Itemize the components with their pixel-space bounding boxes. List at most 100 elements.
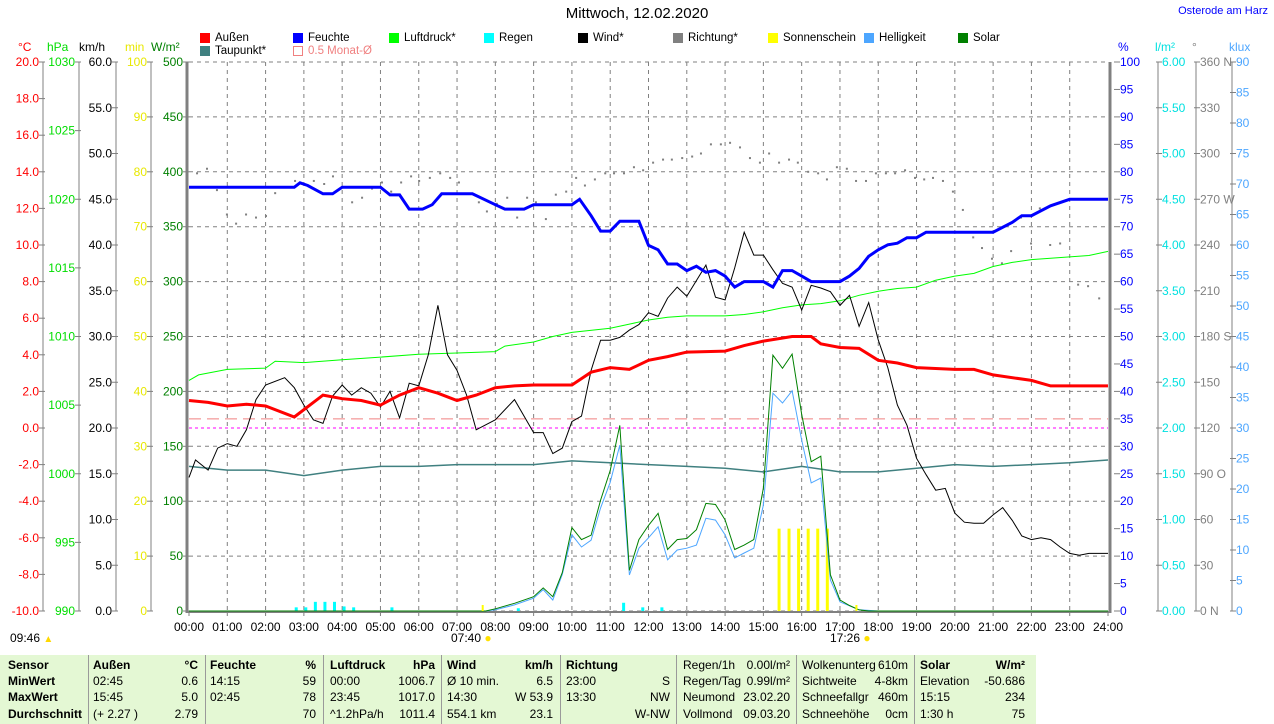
axis-label-wind: 25.0 [89,375,113,389]
sunset-label: 17:26 [830,631,861,645]
chart-title: Mittwoch, 12.02.2020 [565,5,709,22]
axis-label-humidity: 65 [1120,247,1134,261]
sunrise-icon: ● [484,631,492,645]
axis-label-temp: 8.0 [22,275,39,289]
axis-label-temp: 18.0 [16,92,40,106]
legend-item: Sonnenschein [768,32,856,44]
axis-label-rain: 4.00 [1162,238,1186,252]
x-tick-label: 03:00 [289,620,319,634]
axis-label-brightness: 65 [1236,208,1250,222]
series-außen [188,335,1108,419]
legend-label: Luftdruck* [404,32,456,44]
axis-label-pressure: 990 [55,604,75,618]
table-header-unit: % [305,658,316,672]
direction-point [894,172,897,175]
axis-label-pressure: 1015 [48,261,75,275]
direction-point [652,161,655,164]
x-tick-label: 15:00 [748,620,778,634]
table-separator [560,655,561,724]
axis-label-brightness: 0 [1236,604,1243,618]
direction-point [235,222,238,225]
direction-point [331,175,334,178]
axis-unit-temp: °C [18,40,32,54]
x-tick-label: 04:00 [327,620,357,634]
direction-point [923,178,926,181]
x-tick-label: 09:00 [519,620,549,634]
table-separator [441,655,442,724]
table-value: 4-8km [874,674,908,688]
table-value: 78 [302,690,316,704]
table-cell: 14:30 [447,690,478,704]
table-value: 09.03.20 [743,707,790,721]
table-separator [914,655,915,724]
direction-point [390,190,393,193]
axis-label-direction: 150 [1200,375,1220,389]
direction-point [485,210,488,213]
axis-label-pressure: 1000 [48,467,75,481]
sunset: 17:26 ● [830,631,871,645]
table-value: 460m [877,690,908,704]
axis-label-temp: 10.0 [16,238,40,252]
axis-label-wind: 60.0 [89,55,113,69]
table-cell: 02:45 [210,690,241,704]
table-cell: Elevation [920,674,970,688]
axis-label-sunshine: 70 [134,220,148,234]
legend-label: Feuchte [308,32,350,44]
axis-label-humidity: 100 [1120,55,1140,69]
direction-point [904,169,907,172]
sunrise: 07:40 ● [451,631,492,645]
direction-point [670,158,673,161]
table-value: 1011.4 [399,707,435,721]
axis-label-wind: 5.0 [95,558,112,572]
direction-point [961,208,964,211]
direction-point [1059,242,1062,245]
direction-point [1049,244,1052,246]
table-header-unit: 0.00l/m² [746,658,790,672]
x-tick-label: 01:00 [212,620,242,634]
axis-unit-sunshine: min [125,40,145,54]
legend-item: Helligkeit [864,32,926,44]
table-separator [796,655,797,724]
table-value: 2.79 [174,707,198,721]
direction-point [506,196,509,199]
table-cell: 554.1 km [447,707,497,721]
direction-point [294,179,297,182]
axis-label-brightness: 55 [1236,269,1250,283]
axis-label-humidity: 30 [1120,439,1134,453]
axis-label-temp: 2.0 [22,384,39,398]
table-value: 6.5 [536,674,553,688]
axis-label-temp: 4.0 [22,348,39,362]
table-value: 23.02.20 [743,690,790,704]
station-link[interactable]: Osterode am Harz [1178,5,1268,17]
axis-label-humidity: 60 [1120,275,1134,289]
legend-item: Außen [200,32,249,44]
axis-label-rain: 1.50 [1162,467,1186,481]
table-value: W 53.9 [514,690,553,704]
axis-label-wind: 40.0 [89,238,113,252]
legend-item: Wind* [578,32,624,44]
direction-point [361,196,364,199]
axis-label-sunshine: 50 [134,330,148,344]
direction-point [739,146,742,149]
axis-label-temp: 0.0 [22,421,39,435]
direction-point [748,157,751,160]
axis-label-humidity: 25 [1120,467,1134,481]
statistics-table: Sensor MinWert MaxWert Durchschnitt Außen °C 0… [0,655,1036,724]
axis-label-rain: 3.50 [1162,284,1186,298]
axis-label-brightness: 5 [1236,574,1243,588]
axis-label-sunshine: 0 [140,604,147,618]
direction-point [351,201,354,204]
table-value: 23.1 [529,707,553,721]
axis-label-direction: 240 [1200,238,1220,252]
axis-label-sunshine: 100 [127,55,147,69]
axis-label-direction: 90 O [1200,467,1226,481]
direction-point [1087,285,1090,288]
axis-label-wind: 0.0 [95,604,112,618]
table-header-unit: hPa [412,658,435,672]
table-value: 0.6 [181,674,198,688]
table-separator [323,655,324,724]
legend-swatch [484,33,494,43]
axis-label-brightness: 60 [1236,238,1250,252]
direction-point [662,158,665,161]
axis-label-brightness: 75 [1236,147,1250,161]
